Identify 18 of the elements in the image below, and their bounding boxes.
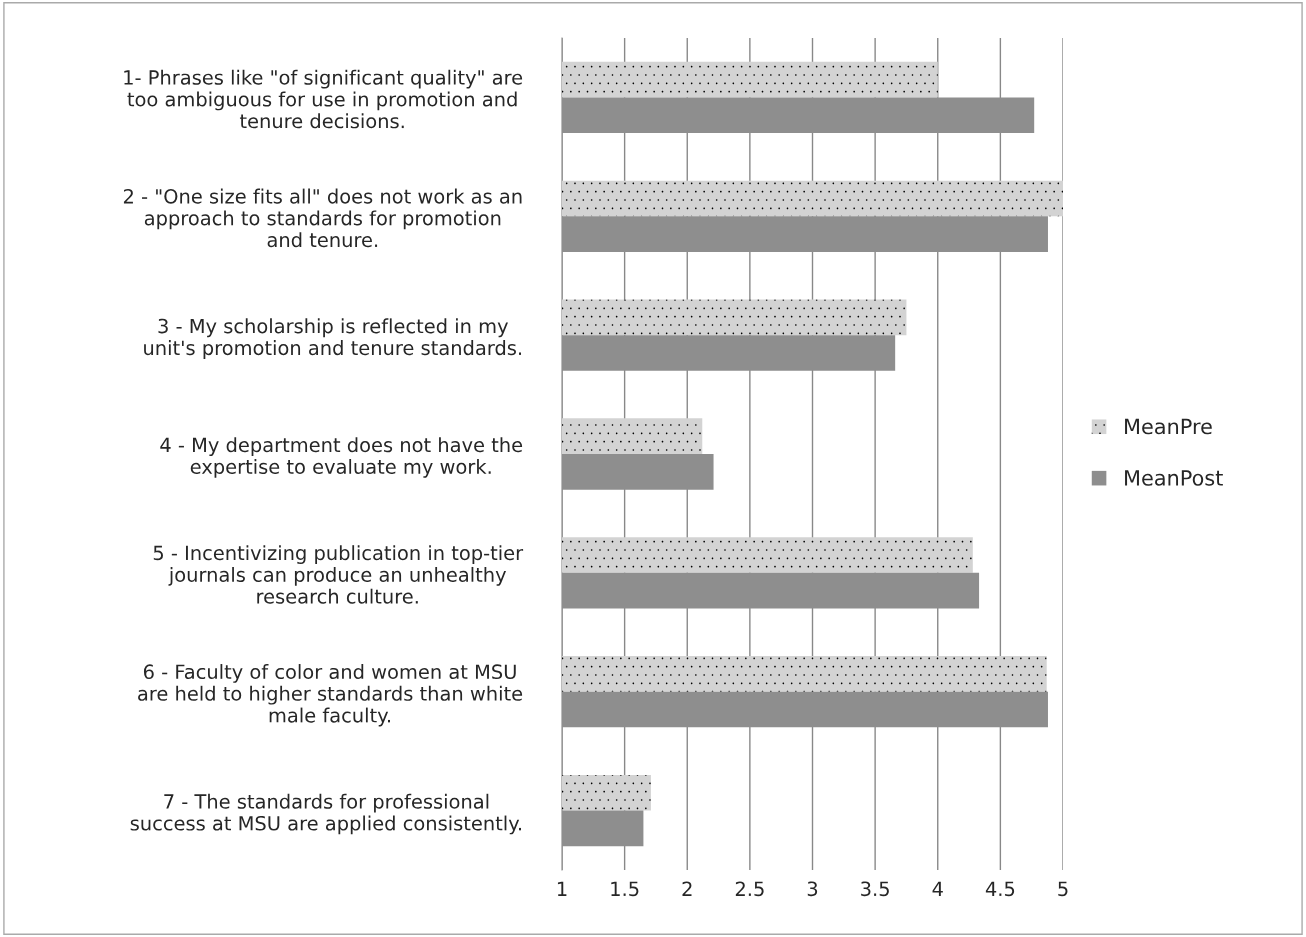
legend-label: MeanPre [1125, 418, 1212, 435]
x-tick-label: 3.5 [861, 881, 889, 897]
x-tick-label: 3 [807, 881, 818, 897]
y-tick-label: 4 - My department does not have the expertise to evaluate my work. [160, 437, 523, 478]
x-tick-label: 2.5 [735, 881, 764, 897]
x-tick-label: 4.5 [985, 881, 1015, 897]
legend-label: MeanPost [1125, 470, 1223, 486]
y-tick-label: 7 - The standards for professional success at MSU are applied consistently. [130, 793, 522, 835]
y-tick-label: 2 - "One size fits all" does not work as an approach to standards for promotion and tenure. [123, 188, 522, 248]
y-tick-label: 6 - Faculty of color and women at MSU are held to higher standards than white male faculty. [138, 664, 523, 727]
y-tick-label: 1- Phrases like "of significant quality" are too ambiguous for use in promotion and tenure decisions. [124, 69, 523, 129]
y-tick-label: 5 - Incentivizing publication in top-tier journals can produce an unhealthy research culture. [153, 545, 524, 604]
x-tick-label: 4 [932, 881, 943, 896]
x-tick-label: 1.5 [611, 881, 639, 897]
x-tick-label: 5 [1058, 881, 1068, 897]
y-tick-label: 3 - My scholarship is reflected in my unit's promotion and tenure standards. [144, 318, 522, 359]
x-tick-label: 2 [682, 881, 692, 896]
x-tick-label: 1 [557, 881, 567, 896]
